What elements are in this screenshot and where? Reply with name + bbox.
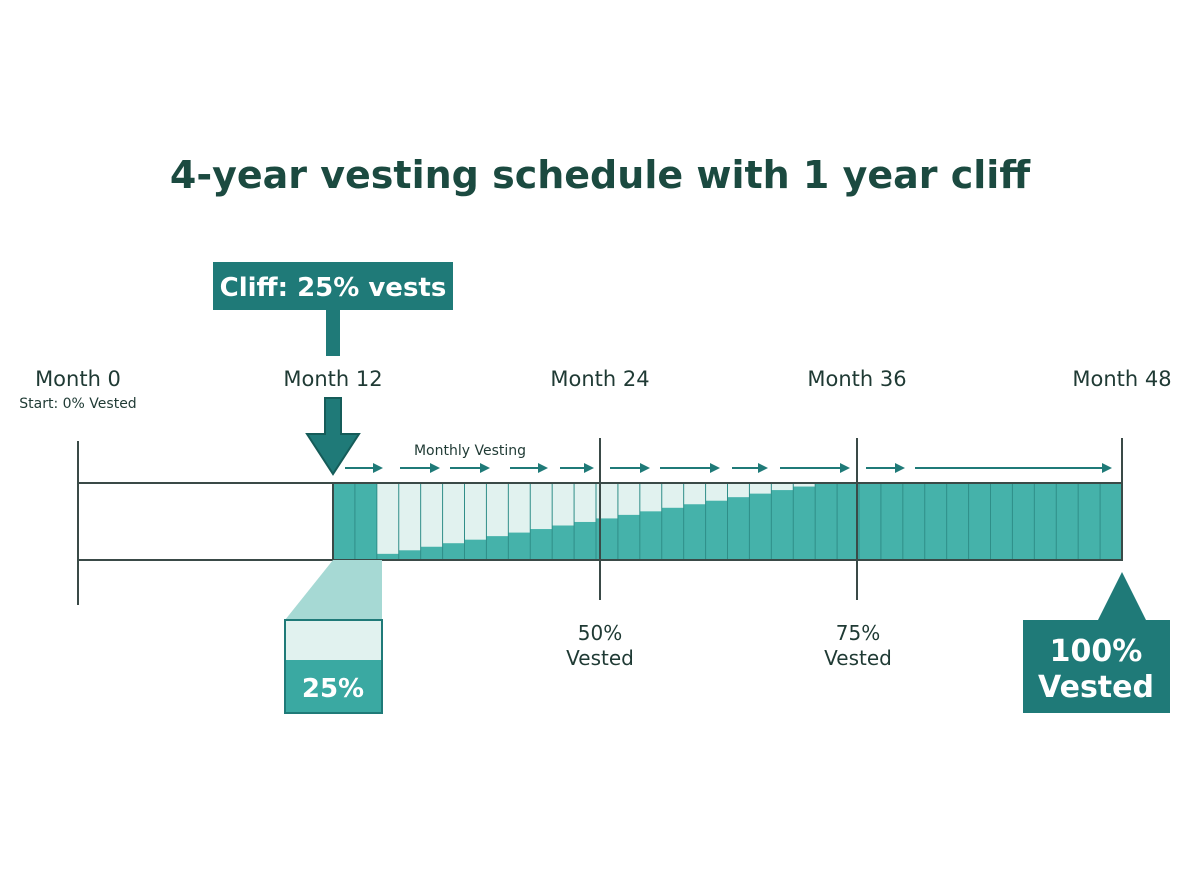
cliff-detail-unvested xyxy=(285,620,382,660)
vested-column-16 xyxy=(420,546,443,560)
milestone-50-percent: 50% xyxy=(578,621,622,645)
vested-fill-columns xyxy=(333,483,1122,560)
vested-column-27 xyxy=(661,507,684,560)
month-sublabel-0: Start: 0% Vested xyxy=(19,396,136,412)
vested-column-34 xyxy=(815,483,838,560)
vested-column-25 xyxy=(617,514,640,560)
month-label-12: Month 12 xyxy=(283,367,382,391)
timeline-ticks xyxy=(77,438,1123,605)
monthly-arrow-head-icon-5 xyxy=(640,463,650,473)
vested-column-26 xyxy=(639,511,662,560)
cliff-callout-box xyxy=(213,262,453,310)
unvested-cell-16 xyxy=(420,483,443,560)
vested-column-17 xyxy=(442,543,465,560)
month-label-0: Month 0 xyxy=(35,367,121,391)
vested-column-46 xyxy=(1078,483,1101,560)
vested-column-47 xyxy=(1100,483,1122,560)
vested-column-35 xyxy=(837,483,859,560)
vested-column-14 xyxy=(376,553,399,560)
vested-column-42 xyxy=(990,483,1013,560)
vested-column-13 xyxy=(354,483,377,560)
month-label-48: Month 48 xyxy=(1072,367,1171,391)
cliff-callout-stem xyxy=(326,310,340,356)
milestone-50: 50% Vested xyxy=(566,621,634,670)
vested-column-22 xyxy=(552,525,575,560)
cliff-detail-funnel xyxy=(285,560,382,620)
monthly-arrow-head-icon-8 xyxy=(840,463,850,473)
month-cells xyxy=(332,483,1101,560)
vested-column-39 xyxy=(924,483,947,560)
vested-column-40 xyxy=(946,483,969,560)
vested-column-24 xyxy=(596,518,618,560)
vested-column-21 xyxy=(530,529,553,560)
unvested-cell-14 xyxy=(376,483,399,560)
monthly-arrow-head-icon-9 xyxy=(895,463,905,473)
month-labels: Month 0 Start: 0% Vested Month 12 Month … xyxy=(19,367,1171,412)
final-callout-box xyxy=(1023,572,1170,713)
vested-column-29 xyxy=(705,500,728,560)
vested-column-31 xyxy=(749,493,772,560)
unvested-cell-17 xyxy=(442,483,465,560)
monthly-arrow-head-icon-0 xyxy=(373,463,383,473)
monthly-arrow-head-icon-1 xyxy=(430,463,440,473)
vesting-timeline-bar xyxy=(77,482,1123,561)
cliff-callout: Cliff: 25% vests xyxy=(213,262,453,356)
cliff-detail-label: 25% xyxy=(302,674,364,704)
monthly-arrow-head-icon-7 xyxy=(758,463,768,473)
monthly-arrow-head-icon-10 xyxy=(1102,463,1112,473)
milestone-75-vested: Vested xyxy=(824,646,892,670)
final-vested-callout: 100% Vested xyxy=(1023,572,1170,713)
vested-column-32 xyxy=(771,490,794,560)
month-label-36: Month 36 xyxy=(807,367,906,391)
cliff-detail-outline xyxy=(284,619,383,714)
vested-column-30 xyxy=(727,497,750,560)
vested-column-44 xyxy=(1034,483,1057,560)
monthly-arrow-head-icon-3 xyxy=(538,463,548,473)
vested-column-36 xyxy=(859,483,881,560)
vested-column-38 xyxy=(902,483,925,560)
vested-column-20 xyxy=(508,532,531,560)
vested-column-33 xyxy=(793,486,816,560)
monthly-arrow-head-icon-2 xyxy=(480,463,490,473)
diagram-title: 4-year vesting schedule with 1 year clif… xyxy=(170,153,1031,197)
milestone-75-percent: 75% xyxy=(836,621,880,645)
cliff-detail: 25% xyxy=(284,560,383,714)
vested-column-19 xyxy=(486,536,509,560)
monthly-arrow-head-icon-6 xyxy=(710,463,720,473)
final-callout-vested: Vested xyxy=(1038,670,1154,705)
monthly-arrow-head-icon-4 xyxy=(584,463,594,473)
cliff-detail-vested xyxy=(285,660,382,713)
monthly-vesting-arrows xyxy=(345,463,1112,473)
unvested-cell-15 xyxy=(398,483,421,560)
cliff-down-arrow-icon xyxy=(305,397,361,476)
vested-column-45 xyxy=(1056,483,1079,560)
final-callout-percent: 100% xyxy=(1050,634,1143,669)
vested-column-28 xyxy=(683,504,706,560)
cliff-callout-label: Cliff: 25% vests xyxy=(220,273,447,303)
vested-column-23 xyxy=(574,521,596,560)
vested-column-37 xyxy=(880,483,903,560)
milestone-50-vested: Vested xyxy=(566,646,634,670)
vested-column-12 xyxy=(333,483,355,560)
vested-column-43 xyxy=(1012,483,1035,560)
monthly-vesting-label: Monthly Vesting xyxy=(414,443,526,459)
vested-column-41 xyxy=(968,483,991,560)
milestone-75: 75% Vested xyxy=(824,621,892,670)
month-label-24: Month 24 xyxy=(550,367,649,391)
vested-column-15 xyxy=(398,550,421,560)
vested-column-18 xyxy=(464,539,487,560)
